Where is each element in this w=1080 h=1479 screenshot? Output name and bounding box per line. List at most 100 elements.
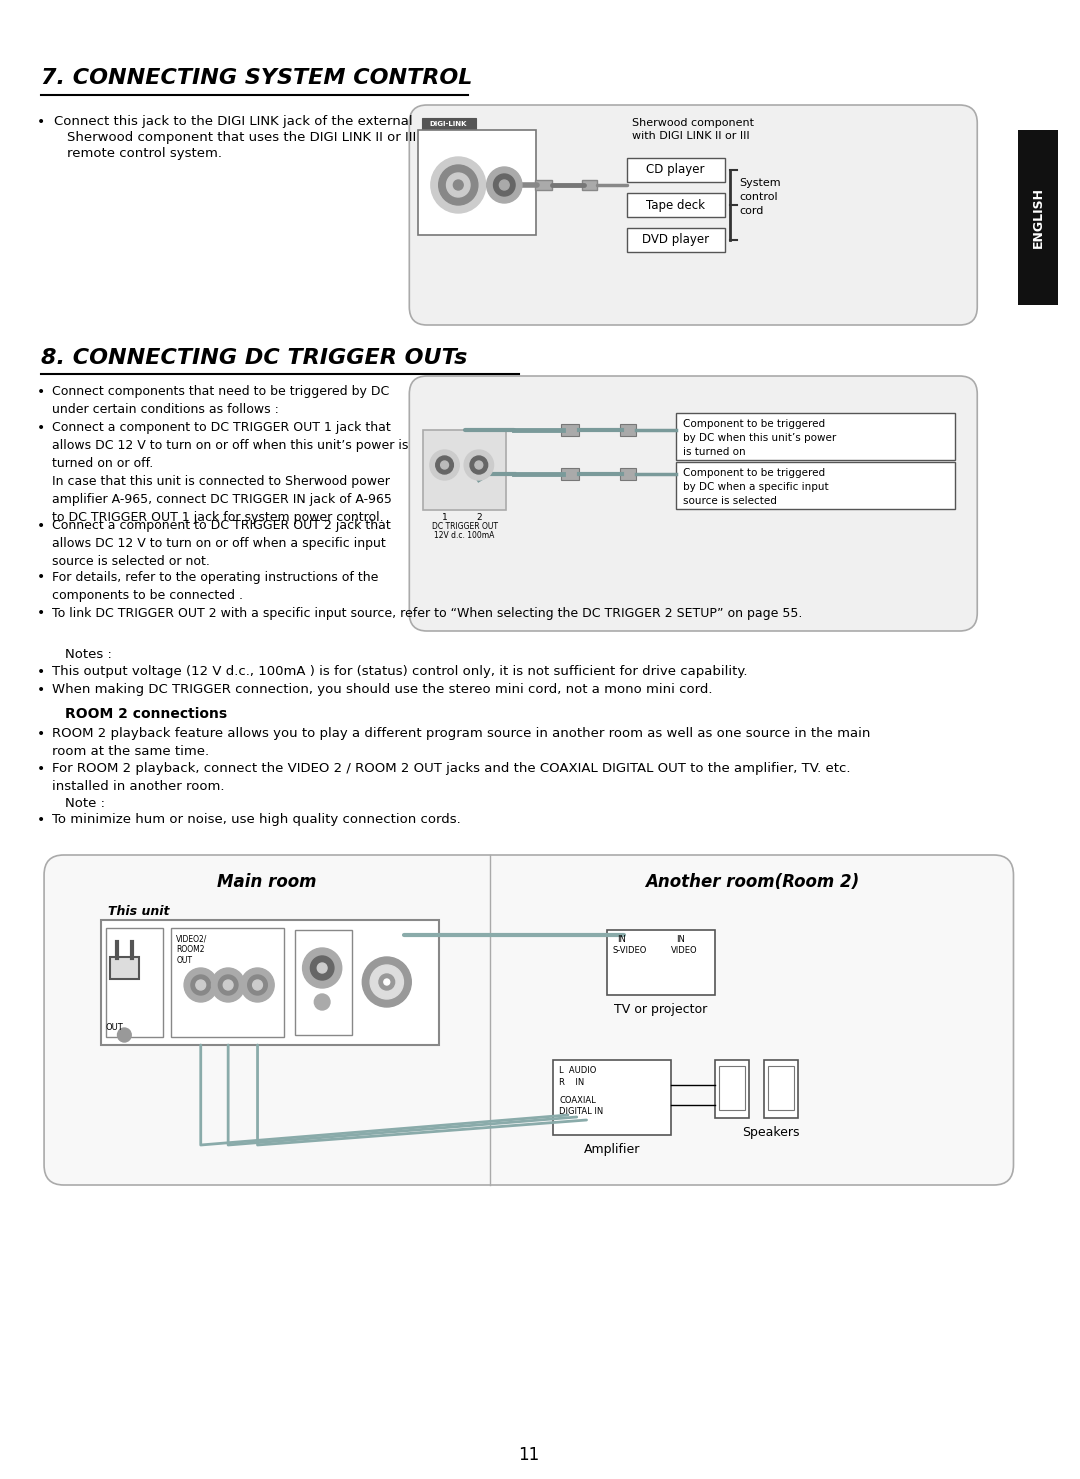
Text: When making DC TRIGGER connection, you should use the stereo mini cord, not a mo: When making DC TRIGGER connection, you s… bbox=[52, 683, 713, 697]
Text: CD player: CD player bbox=[647, 164, 705, 176]
Text: •: • bbox=[37, 762, 45, 776]
Text: This unit: This unit bbox=[108, 905, 170, 918]
Bar bbox=[106, 927, 163, 1037]
Text: IN: IN bbox=[676, 935, 685, 944]
Circle shape bbox=[195, 981, 205, 989]
Bar bbox=[110, 957, 139, 979]
Bar bbox=[620, 424, 635, 436]
Text: Sherwood component
with DIGI LINK II or III: Sherwood component with DIGI LINK II or … bbox=[632, 118, 754, 141]
Text: R    IN: R IN bbox=[559, 1078, 584, 1087]
Circle shape bbox=[383, 979, 390, 985]
Bar bbox=[562, 424, 579, 436]
Text: •: • bbox=[37, 666, 45, 679]
Bar bbox=[607, 930, 715, 995]
Text: TV or projector: TV or projector bbox=[615, 1003, 707, 1016]
Circle shape bbox=[362, 957, 411, 1007]
Text: Notes :: Notes : bbox=[65, 648, 111, 661]
Text: VIDEO: VIDEO bbox=[671, 947, 698, 955]
Bar bbox=[172, 927, 284, 1037]
Bar bbox=[582, 180, 597, 189]
Text: Note :: Note : bbox=[65, 797, 105, 810]
Text: •: • bbox=[37, 385, 45, 399]
Text: Speakers: Speakers bbox=[742, 1126, 799, 1139]
Text: •: • bbox=[37, 115, 45, 129]
Circle shape bbox=[438, 166, 477, 206]
Text: This output voltage (12 V d.c., 100mA ) is for (status) control only, it is not : This output voltage (12 V d.c., 100mA ) … bbox=[52, 666, 747, 677]
Text: •: • bbox=[37, 728, 45, 741]
Text: For details, refer to the operating instructions of the
components to be connect: For details, refer to the operating inst… bbox=[52, 571, 378, 602]
Text: S-VIDEO: S-VIDEO bbox=[613, 947, 647, 955]
Bar bbox=[626, 158, 725, 182]
Circle shape bbox=[446, 173, 470, 197]
Circle shape bbox=[470, 456, 488, 473]
Circle shape bbox=[318, 963, 327, 973]
Circle shape bbox=[302, 948, 341, 988]
Text: DVD player: DVD player bbox=[643, 234, 710, 247]
Bar bbox=[676, 413, 955, 460]
Bar bbox=[715, 1060, 750, 1118]
Text: IN: IN bbox=[618, 935, 626, 944]
Circle shape bbox=[314, 994, 330, 1010]
Text: Amplifier: Amplifier bbox=[584, 1143, 640, 1157]
Circle shape bbox=[212, 967, 245, 1001]
Text: DIGI-LINK: DIGI-LINK bbox=[430, 121, 468, 127]
Bar bbox=[676, 461, 955, 509]
Circle shape bbox=[247, 975, 268, 995]
Circle shape bbox=[224, 981, 233, 989]
Text: Connect a component to DC TRIGGER OUT 1 jack that
allows DC 12 V to turn on or o: Connect a component to DC TRIGGER OUT 1 … bbox=[52, 422, 408, 524]
Bar bbox=[295, 930, 351, 1035]
Text: OUT: OUT bbox=[106, 1023, 123, 1032]
Text: Tape deck: Tape deck bbox=[646, 198, 705, 211]
Text: 8. CONNECTING DC TRIGGER OUTs: 8. CONNECTING DC TRIGGER OUTs bbox=[41, 348, 468, 368]
Bar bbox=[422, 118, 476, 132]
Text: COAXIAL: COAXIAL bbox=[559, 1096, 596, 1105]
Text: ROOM 2 connections: ROOM 2 connections bbox=[65, 707, 227, 720]
Circle shape bbox=[310, 955, 334, 981]
Text: Connect a component to DC TRIGGER OUT 2 jack that
allows DC 12 V to turn on or o: Connect a component to DC TRIGGER OUT 2 … bbox=[52, 519, 391, 568]
Circle shape bbox=[430, 450, 459, 481]
Text: ENGLISH: ENGLISH bbox=[1031, 188, 1044, 248]
Bar bbox=[535, 180, 552, 189]
Text: For ROOM 2 playback, connect the VIDEO 2 / ROOM 2 OUT jacks and the COAXIAL DIGI: For ROOM 2 playback, connect the VIDEO 2… bbox=[52, 762, 850, 793]
FancyBboxPatch shape bbox=[44, 855, 1013, 1185]
Text: remote control system.: remote control system. bbox=[67, 146, 221, 160]
Text: Connect this jack to the DIGI LINK jack of the external: Connect this jack to the DIGI LINK jack … bbox=[54, 115, 413, 129]
Circle shape bbox=[464, 450, 494, 481]
Circle shape bbox=[184, 967, 217, 1001]
Bar bbox=[100, 920, 438, 1046]
Bar bbox=[768, 1066, 794, 1111]
Bar bbox=[626, 228, 725, 251]
Text: Another room(Room 2): Another room(Room 2) bbox=[645, 873, 859, 890]
Text: 2: 2 bbox=[476, 513, 482, 522]
Text: System
control
cord: System control cord bbox=[740, 177, 781, 216]
Text: DIGITAL IN: DIGITAL IN bbox=[559, 1106, 604, 1117]
Circle shape bbox=[379, 975, 394, 989]
Circle shape bbox=[370, 964, 404, 998]
Circle shape bbox=[241, 967, 274, 1001]
Text: Connect components that need to be triggered by DC
under certain conditions as f: Connect components that need to be trigg… bbox=[52, 385, 389, 416]
Text: Component to be triggered
by DC when a specific input
source is selected: Component to be triggered by DC when a s… bbox=[684, 467, 829, 506]
Circle shape bbox=[441, 461, 448, 469]
Circle shape bbox=[435, 456, 454, 473]
Text: ROOM 2 playback feature allows you to play a different program source in another: ROOM 2 playback feature allows you to pl… bbox=[52, 728, 870, 759]
Circle shape bbox=[191, 975, 211, 995]
Text: Sherwood component that uses the DIGI LINK II or III: Sherwood component that uses the DIGI LI… bbox=[67, 132, 416, 143]
Bar bbox=[562, 467, 579, 481]
Text: To link DC TRIGGER OUT 2 with a specific input source, refer to “When selecting : To link DC TRIGGER OUT 2 with a specific… bbox=[52, 606, 802, 620]
Circle shape bbox=[431, 157, 486, 213]
Text: 12V d.c. 100mA: 12V d.c. 100mA bbox=[434, 531, 495, 540]
Bar bbox=[620, 467, 635, 481]
Text: VIDEO2/
ROOM2
OUT: VIDEO2/ ROOM2 OUT bbox=[176, 935, 207, 966]
FancyBboxPatch shape bbox=[409, 376, 977, 632]
Text: •: • bbox=[37, 606, 45, 621]
Bar bbox=[626, 192, 725, 217]
Text: Main room: Main room bbox=[217, 873, 316, 890]
Text: •: • bbox=[37, 422, 45, 435]
Text: 7. CONNECTING SYSTEM CONTROL: 7. CONNECTING SYSTEM CONTROL bbox=[41, 68, 473, 87]
Text: 11: 11 bbox=[518, 1446, 539, 1464]
Text: To minimize hum or noise, use high quality connection cords.: To minimize hum or noise, use high quali… bbox=[52, 813, 461, 825]
Bar bbox=[423, 430, 507, 510]
Circle shape bbox=[487, 167, 522, 203]
Text: •: • bbox=[37, 683, 45, 697]
Text: •: • bbox=[37, 519, 45, 532]
